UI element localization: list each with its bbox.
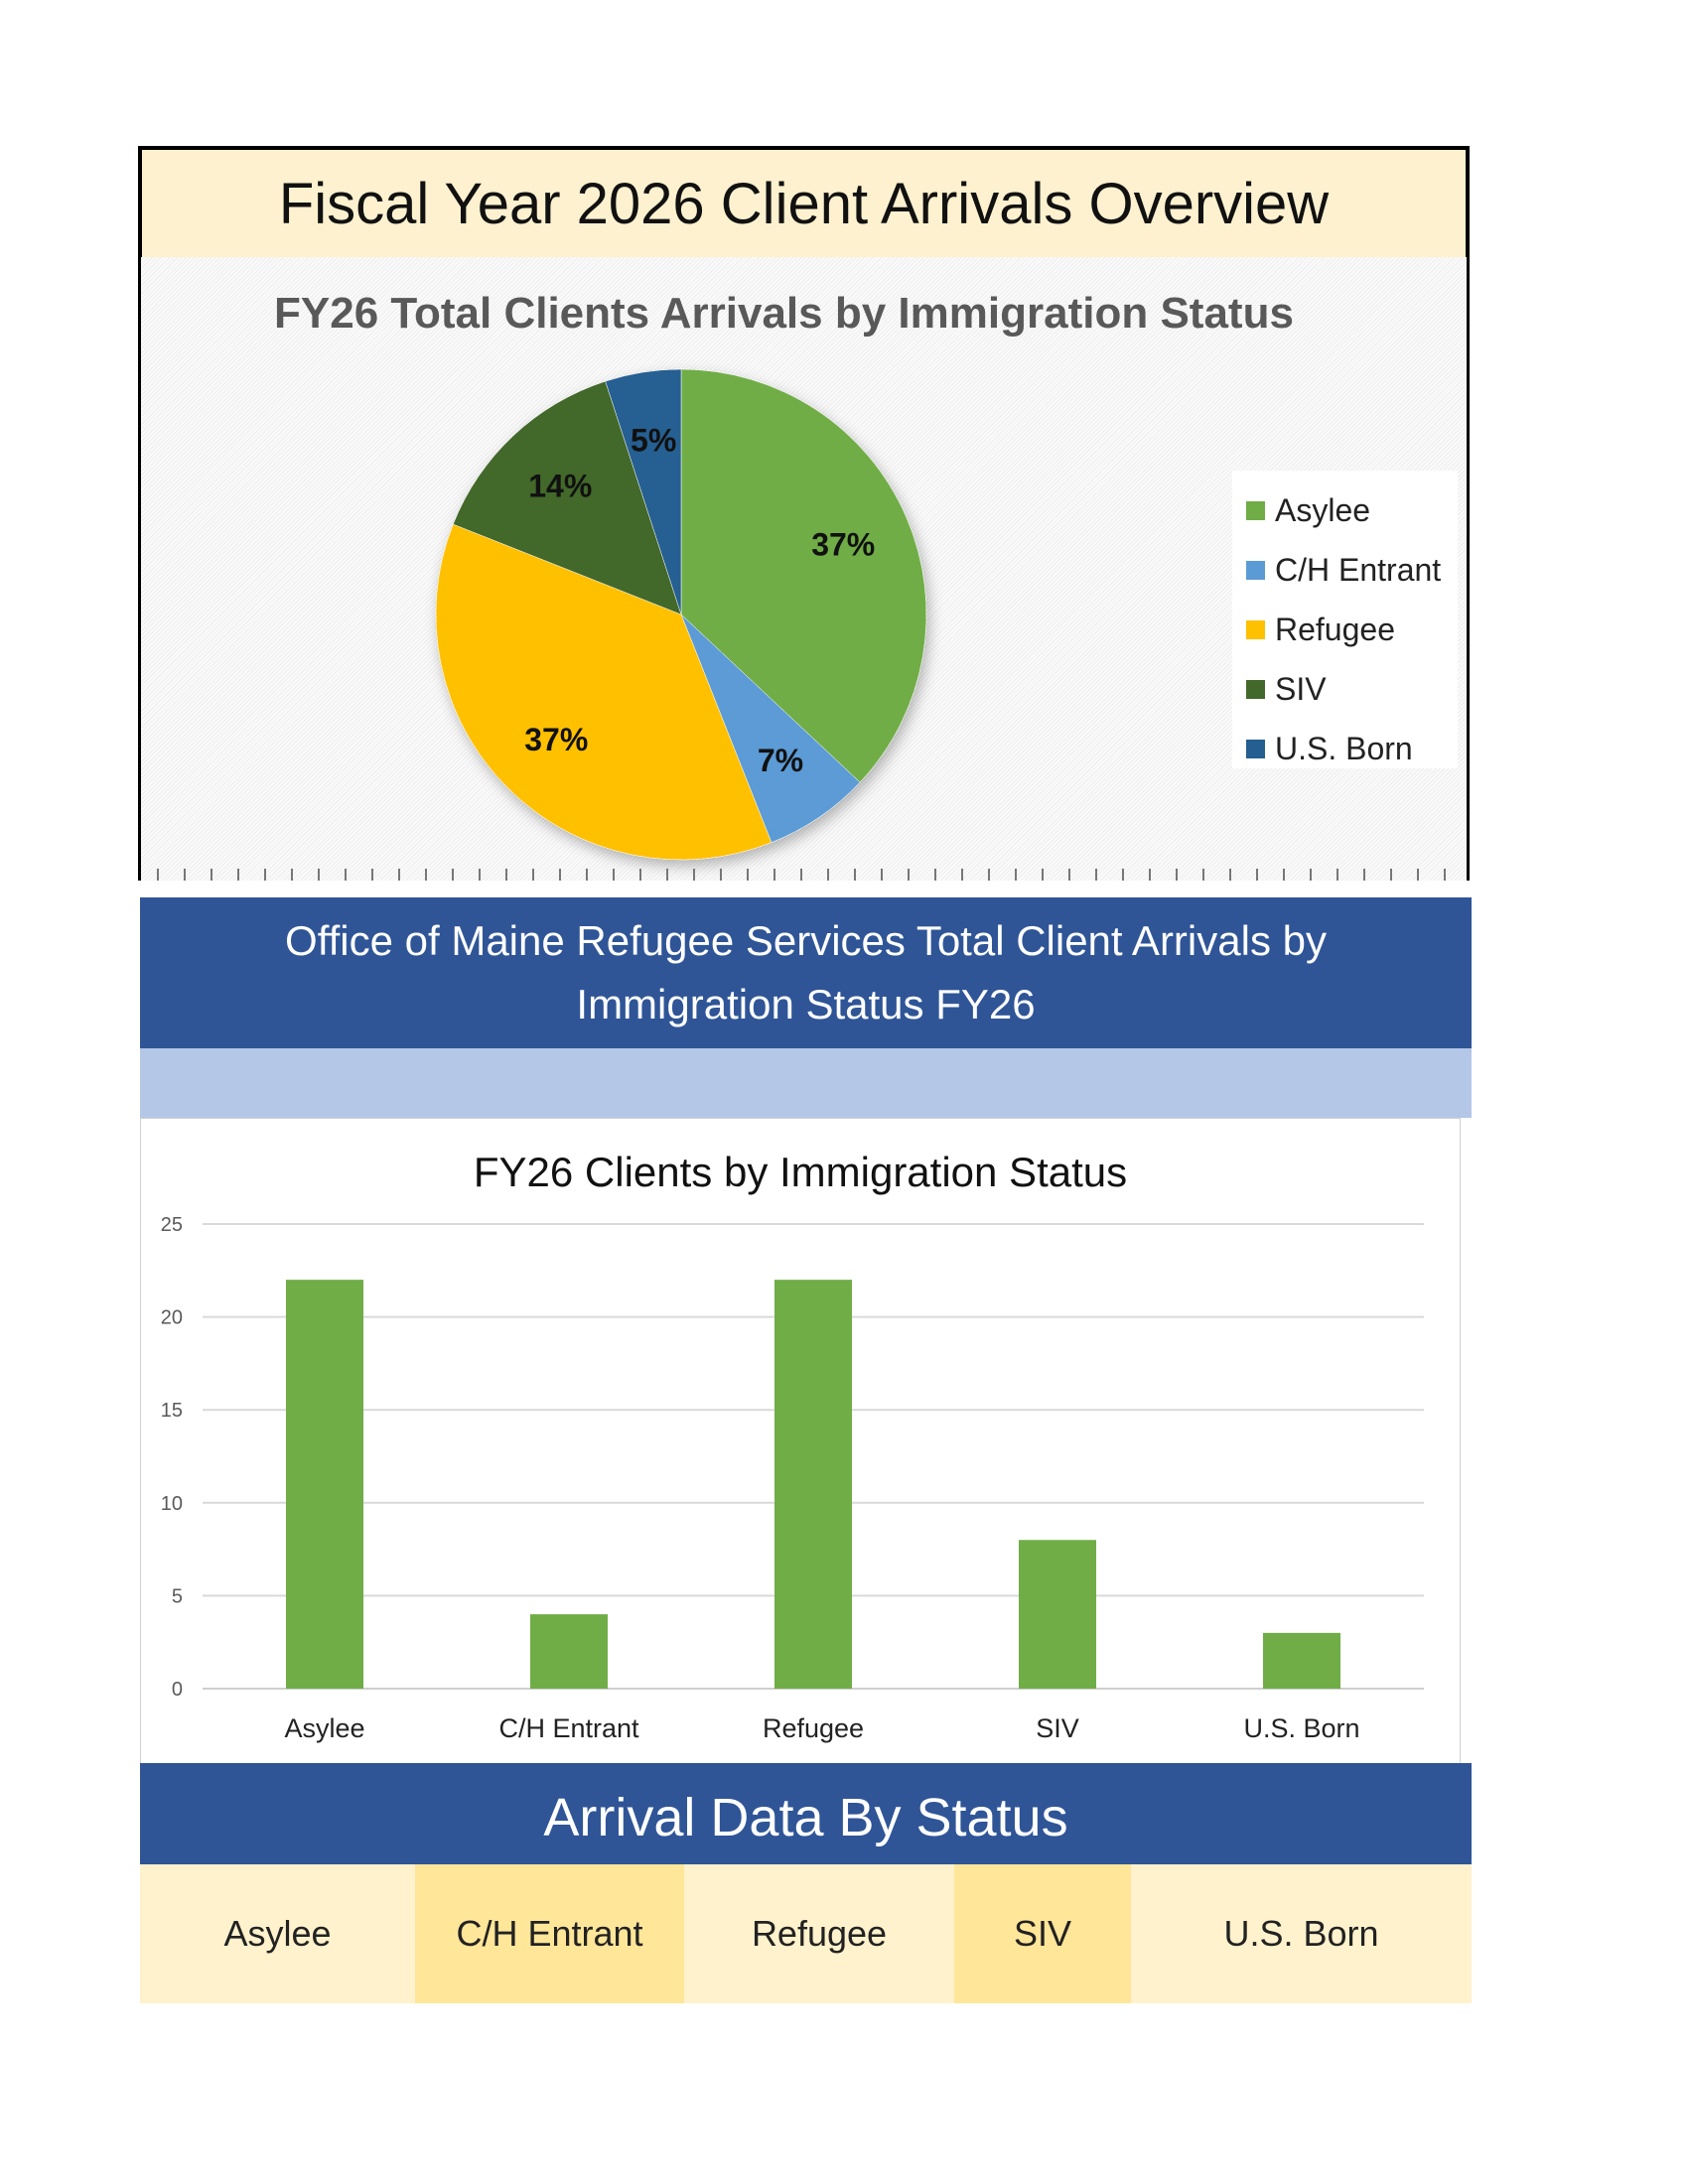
x-tick-label: U.S. Born [1243, 1713, 1359, 1743]
y-tick-label: 20 [161, 1307, 183, 1329]
pie-legend: Asylee C/H Entrant Refugee SIV U.S. Born [1232, 471, 1458, 768]
legend-item-ch-entrant: C/H Entrant [1232, 540, 1458, 600]
bar-chart-panel: FY26 Clients by Immigration Status 0 5 10 1… [140, 1118, 1461, 1773]
pie-slices [435, 368, 927, 861]
tick-border [141, 869, 1467, 881]
bar-chart-title: FY26 Clients by Immigration Status [473, 1149, 1128, 1195]
status-cell-us-born: U.S. Born [1131, 1864, 1472, 2003]
divider-band [140, 1048, 1472, 1118]
pie-data-label: 14% [528, 468, 592, 503]
pie-slice-asylee [680, 368, 927, 783]
bar-asylee [286, 1280, 363, 1689]
x-tick-label: Refugee [763, 1713, 864, 1743]
pie-slice-u-s-born [605, 368, 682, 615]
y-tick-label: 15 [161, 1400, 183, 1422]
pie-data-label: 5% [631, 422, 676, 458]
page-title: Fiscal Year 2026 Client Arrivals Overvie… [138, 146, 1470, 257]
pie-chart-panel: FY26 Total Clients Arrivals by Immigrati… [138, 257, 1470, 881]
arrival-section-title: Arrival Data By Status [140, 1763, 1472, 1864]
legend-swatch [1246, 500, 1265, 520]
pie-chart: 37% 7% 37% 14% 5% [435, 368, 927, 861]
x-tick-label: SIV [1036, 1713, 1079, 1743]
office-section-title: Office of Maine Refugee Services Total C… [140, 897, 1472, 1048]
y-tick-label: 0 [172, 1679, 183, 1701]
pie-slice-c-h-entrant [680, 614, 861, 843]
status-cell-ch-entrant: C/H Entrant [415, 1864, 684, 2003]
status-cell-refugee: Refugee [684, 1864, 954, 2003]
legend-item-asylee: Asylee [1232, 480, 1458, 540]
legend-swatch [1246, 619, 1265, 639]
legend-label: SIV [1275, 670, 1327, 707]
bar-c-h-entrant [530, 1614, 608, 1689]
bar-chart: 0 5 10 15 20 25 Asylee C/H Entrant Refugee SIV U.S… [161, 1214, 1424, 1743]
legend-label: Refugee [1275, 611, 1395, 647]
x-tick-label: C/H Entrant [498, 1713, 639, 1743]
pie-chart-title: FY26 Total Clients Arrivals by Immigrati… [274, 289, 1294, 338]
pie-slice-refugee [435, 523, 773, 861]
y-tick-label: 25 [161, 1214, 183, 1236]
legend-swatch [1246, 560, 1265, 580]
legend-swatch [1246, 679, 1265, 699]
pie-data-label: 37% [524, 722, 588, 757]
bar-refugee [774, 1280, 852, 1689]
bar-siv [1019, 1540, 1096, 1689]
status-cell-asylee: Asylee [140, 1864, 415, 2003]
legend-item-us-born: U.S. Born [1232, 719, 1458, 778]
legend-item-refugee: Refugee [1232, 600, 1458, 659]
pie-data-label: 37% [811, 526, 875, 562]
status-table: Asylee C/H Entrant Refugee SIV U.S. Born [140, 1864, 1472, 2003]
legend-item-siv: SIV [1232, 659, 1458, 719]
legend-label: C/H Entrant [1275, 551, 1442, 588]
legend-label: U.S. Born [1275, 730, 1413, 766]
legend-swatch [1246, 739, 1265, 758]
y-tick-label: 10 [161, 1493, 183, 1515]
bar-u-s-born [1263, 1632, 1340, 1689]
status-cell-siv: SIV [954, 1864, 1131, 2003]
legend-label: Asylee [1275, 491, 1371, 528]
x-tick-label: Asylee [284, 1713, 364, 1743]
y-tick-label: 5 [172, 1585, 183, 1607]
pie-data-label: 7% [758, 743, 803, 778]
